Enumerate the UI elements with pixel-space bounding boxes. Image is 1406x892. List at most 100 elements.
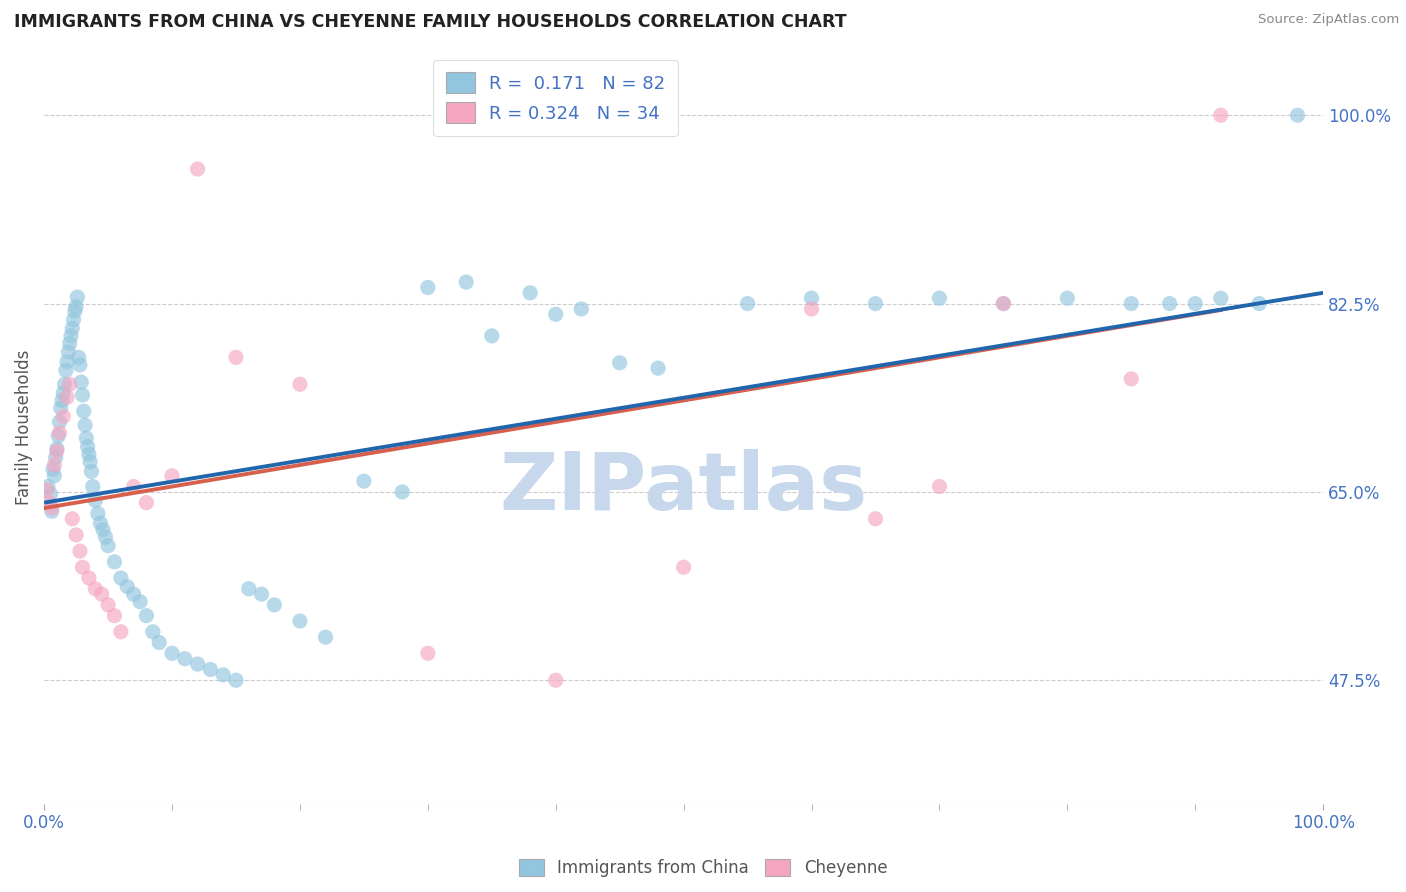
Point: [865, 512, 887, 526]
Point: [200, 663, 222, 677]
Point: [160, 646, 183, 660]
Point: [1159, 296, 1181, 310]
Point: [84, 493, 107, 508]
Text: IMMIGRANTS FROM CHINA VS CHEYENNE FAMILY HOUSEHOLDS CORRELATION CHART: IMMIGRANTS FROM CHINA VS CHEYENNE FAMILY…: [14, 13, 846, 31]
Point: [44, 468, 66, 483]
Point: [38, 496, 60, 510]
Point: [49, 401, 72, 415]
Point: [800, 301, 823, 316]
Point: [77, 571, 100, 585]
Point: [928, 291, 950, 305]
Point: [142, 624, 165, 639]
Point: [993, 296, 1015, 310]
Point: [315, 630, 337, 644]
Point: [103, 608, 125, 623]
Point: [45, 444, 67, 458]
Point: [187, 162, 209, 177]
Point: [1121, 296, 1143, 310]
Point: [865, 296, 887, 310]
Point: [1249, 296, 1271, 310]
Point: [800, 291, 823, 305]
Point: [69, 544, 91, 558]
Point: [225, 351, 247, 365]
Point: [544, 673, 567, 688]
Point: [42, 462, 65, 476]
Point: [69, 358, 91, 372]
Point: [84, 582, 107, 596]
Point: [103, 555, 125, 569]
Point: [73, 404, 96, 418]
Legend: R =  0.171   N = 82, R = 0.324   N = 34: R = 0.171 N = 82, R = 0.324 N = 34: [433, 60, 678, 136]
Point: [672, 560, 695, 574]
Point: [62, 312, 84, 326]
Point: [65, 300, 87, 314]
Point: [77, 447, 100, 461]
Point: [65, 528, 87, 542]
Point: [56, 390, 79, 404]
Point: [59, 329, 82, 343]
Point: [72, 560, 94, 574]
Point: [993, 296, 1015, 310]
Point: [1121, 372, 1143, 386]
Point: [52, 409, 75, 424]
Point: [1056, 291, 1078, 305]
Point: [1209, 108, 1232, 122]
Point: [91, 523, 114, 537]
Point: [135, 608, 157, 623]
Point: [416, 280, 439, 294]
Point: [416, 646, 439, 660]
Legend: Immigrants from China, Cheyenne: Immigrants from China, Cheyenne: [512, 852, 894, 884]
Point: [544, 307, 567, 321]
Point: [1184, 296, 1206, 310]
Point: [569, 301, 592, 316]
Point: [238, 582, 260, 596]
Point: [59, 336, 82, 351]
Point: [135, 496, 157, 510]
Point: [79, 455, 101, 469]
Point: [519, 285, 541, 300]
Point: [44, 458, 66, 472]
Point: [48, 415, 70, 429]
Point: [45, 442, 67, 456]
Point: [72, 388, 94, 402]
Point: [288, 614, 311, 628]
Point: [75, 431, 97, 445]
Point: [250, 587, 273, 601]
Point: [117, 580, 139, 594]
Point: [1209, 291, 1232, 305]
Point: [110, 571, 132, 585]
Point: [263, 598, 285, 612]
Point: [122, 479, 145, 493]
Point: [1286, 108, 1309, 122]
Point: [647, 361, 669, 376]
Point: [39, 487, 62, 501]
Point: [148, 635, 170, 649]
Point: [212, 668, 235, 682]
Point: [225, 673, 247, 688]
Point: [737, 296, 759, 310]
Point: [52, 385, 75, 400]
Point: [110, 624, 132, 639]
Point: [928, 479, 950, 493]
Point: [87, 507, 110, 521]
Point: [73, 418, 96, 433]
Point: [89, 516, 111, 530]
Point: [609, 356, 631, 370]
Point: [60, 321, 83, 335]
Point: [56, 354, 79, 368]
Point: [80, 465, 103, 479]
Point: [187, 657, 209, 671]
Point: [122, 587, 145, 601]
Point: [97, 539, 120, 553]
Point: [97, 598, 120, 612]
Point: [82, 479, 104, 493]
Point: [90, 587, 112, 601]
Point: [63, 304, 86, 318]
Point: [55, 363, 77, 377]
Point: [70, 375, 93, 389]
Point: [288, 377, 311, 392]
Point: [58, 345, 80, 359]
Point: [66, 290, 89, 304]
Point: [94, 530, 117, 544]
Text: Source: ZipAtlas.com: Source: ZipAtlas.com: [1258, 13, 1399, 27]
